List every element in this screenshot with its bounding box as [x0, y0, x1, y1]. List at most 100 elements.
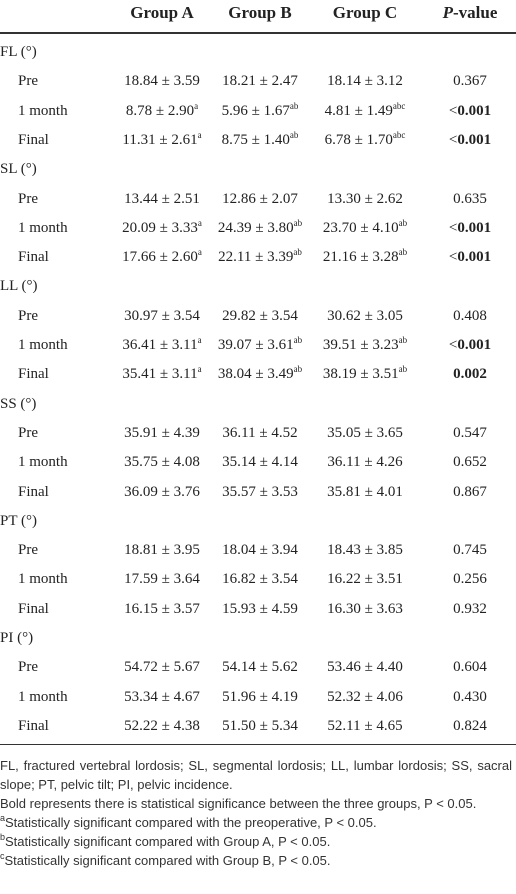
cell-value: 13.44 ± 2.51 — [124, 190, 200, 207]
cell: 30.62 ± 3.05 — [327, 306, 403, 326]
section-label: SL (°) — [0, 161, 37, 178]
cell: 35.05 ± 3.65 — [327, 423, 403, 443]
cell-value: 16.15 ± 3.57 — [124, 600, 200, 617]
cell-superscript: a — [197, 247, 202, 258]
cell-value: 11.31 ± 2.61 — [122, 131, 198, 148]
cell-value: 35.14 ± 4.14 — [222, 454, 298, 471]
cell-value: 35.91 ± 4.39 — [124, 424, 200, 441]
section-label: LL (°) — [0, 278, 38, 295]
cell-superscript: ab — [293, 247, 302, 258]
cell-value: 23.70 ± 4.10 — [322, 219, 399, 236]
cell: 24.39 ± 3.80ab — [218, 218, 302, 238]
p-prefix: < — [448, 102, 458, 119]
cell-superscript: ab — [398, 335, 408, 345]
cell: 38.04 ± 3.49ab — [218, 364, 302, 384]
cell-value: 54.14 ± 5.62 — [222, 659, 298, 676]
cell: 36.11 ± 4.52 — [222, 423, 297, 443]
cell-value: 51.50 ± 5.34 — [222, 717, 298, 734]
cell-value: 6.78 ± 1.70 — [324, 131, 393, 148]
cell-value: 4.81 ± 1.49 — [324, 102, 393, 119]
p-text: 0.256 — [453, 571, 487, 588]
cell: 51.50 ± 5.34 — [222, 716, 298, 736]
cell-value: 18.14 ± 3.12 — [327, 73, 403, 90]
cell-value: 53.34 ± 4.67 — [124, 688, 200, 705]
row-label: Final — [18, 131, 49, 148]
p-value: 0.824 — [453, 716, 487, 736]
cell: 39.51 ± 3.23ab — [323, 335, 407, 355]
row-label: 1 month — [18, 219, 68, 236]
cell-value: 38.04 ± 3.49 — [217, 366, 294, 383]
cell-superscript: a — [197, 217, 202, 228]
row-label: 1 month — [18, 102, 68, 119]
cell: 5.96 ± 1.67ab — [222, 101, 299, 121]
footnote-mark: a — [0, 813, 6, 823]
row-label: Pre — [18, 542, 38, 559]
cell-value: 54.72 ± 5.67 — [124, 659, 200, 676]
p-value: <0.001 — [449, 101, 491, 121]
p-text: 0.408 — [453, 307, 487, 324]
section-label: PI (°) — [0, 630, 34, 646]
header-italic: P — [442, 3, 453, 22]
cell-value: 39.07 ± 3.61 — [217, 337, 294, 353]
cell-superscript: abc — [392, 100, 406, 111]
footnote-mark: b — [0, 832, 6, 842]
cell: 15.93 ± 4.59 — [222, 599, 298, 619]
cell: 36.41 ± 3.11a — [122, 335, 201, 355]
cell-value: 36.09 ± 3.76 — [124, 483, 200, 500]
cell-value: 15.93 ± 4.59 — [222, 600, 298, 617]
cell-value: 53.46 ± 4.40 — [327, 659, 403, 676]
cell-superscript: ab — [398, 364, 408, 375]
p-value: 0.745 — [453, 540, 487, 560]
row-label: 1 month — [18, 454, 68, 471]
cell: 30.97 ± 3.54 — [124, 306, 200, 326]
cell-value: 39.51 ± 3.23 — [322, 337, 399, 353]
p-value: 0.547 — [453, 423, 487, 443]
section-label: SS (°) — [0, 395, 37, 412]
cell-value: 16.22 ± 3.51 — [327, 571, 403, 588]
cell-value: 35.41 ± 3.11 — [122, 366, 198, 383]
column-header: Group C — [332, 3, 398, 22]
cell-value: 18.04 ± 3.94 — [222, 542, 298, 559]
cell: 36.11 ± 4.26 — [327, 452, 402, 472]
p-value: 0.256 — [453, 569, 487, 589]
footnote-text: Statistically significant compared with … — [5, 815, 377, 830]
cell-value: 8.75 ± 1.40 — [221, 131, 290, 148]
p-value: <0.001 — [449, 218, 491, 238]
cell-superscript: ab — [293, 364, 303, 375]
cell-superscript: ab — [398, 217, 408, 228]
cell: 11.31 ± 2.61a — [122, 130, 201, 150]
footnote: aStatistically significant compared with… — [0, 813, 512, 832]
cell-superscript: a — [194, 100, 199, 111]
cell: 18.04 ± 3.94 — [222, 540, 298, 560]
header-rule — [0, 32, 516, 34]
cell-value: 16.30 ± 3.63 — [327, 600, 403, 617]
row-label: Final — [18, 366, 49, 383]
cell-superscript: ab — [293, 335, 303, 345]
p-prefix: < — [448, 219, 458, 236]
cell: 53.34 ± 4.67 — [124, 687, 200, 707]
p-value: 0.367 — [453, 71, 487, 91]
p-text: 0.367 — [453, 73, 487, 90]
p-text: 0.002 — [453, 366, 487, 383]
p-text: 0.001 — [457, 249, 492, 266]
cell-value: 5.96 ± 1.67 — [221, 102, 290, 119]
p-text: 0.430 — [453, 688, 487, 705]
cell: 18.81 ± 3.95 — [124, 540, 200, 560]
footnote: bStatistically significant compared with… — [0, 832, 512, 851]
p-text: 0.001 — [457, 219, 492, 236]
footnote-text: Statistically significant compared with … — [5, 834, 331, 849]
p-text: 0.001 — [457, 337, 492, 353]
cell-value: 12.86 ± 2.07 — [222, 190, 298, 207]
cell-value: 13.30 ± 2.62 — [327, 190, 403, 207]
footnote: FL, fractured vertebral lordosis; SL, se… — [0, 756, 512, 794]
cell: 54.72 ± 5.67 — [124, 657, 200, 677]
cell-value: 36.41 ± 3.11 — [122, 337, 198, 353]
cell-value: 52.22 ± 4.38 — [124, 717, 200, 734]
row-label: Final — [18, 600, 49, 617]
cell: 21.16 ± 3.28ab — [323, 247, 407, 267]
header-text: -value — [453, 3, 498, 22]
footnote: cStatistically significant compared with… — [0, 851, 512, 870]
p-prefix: < — [448, 337, 458, 353]
p-text: 0.604 — [453, 659, 487, 676]
